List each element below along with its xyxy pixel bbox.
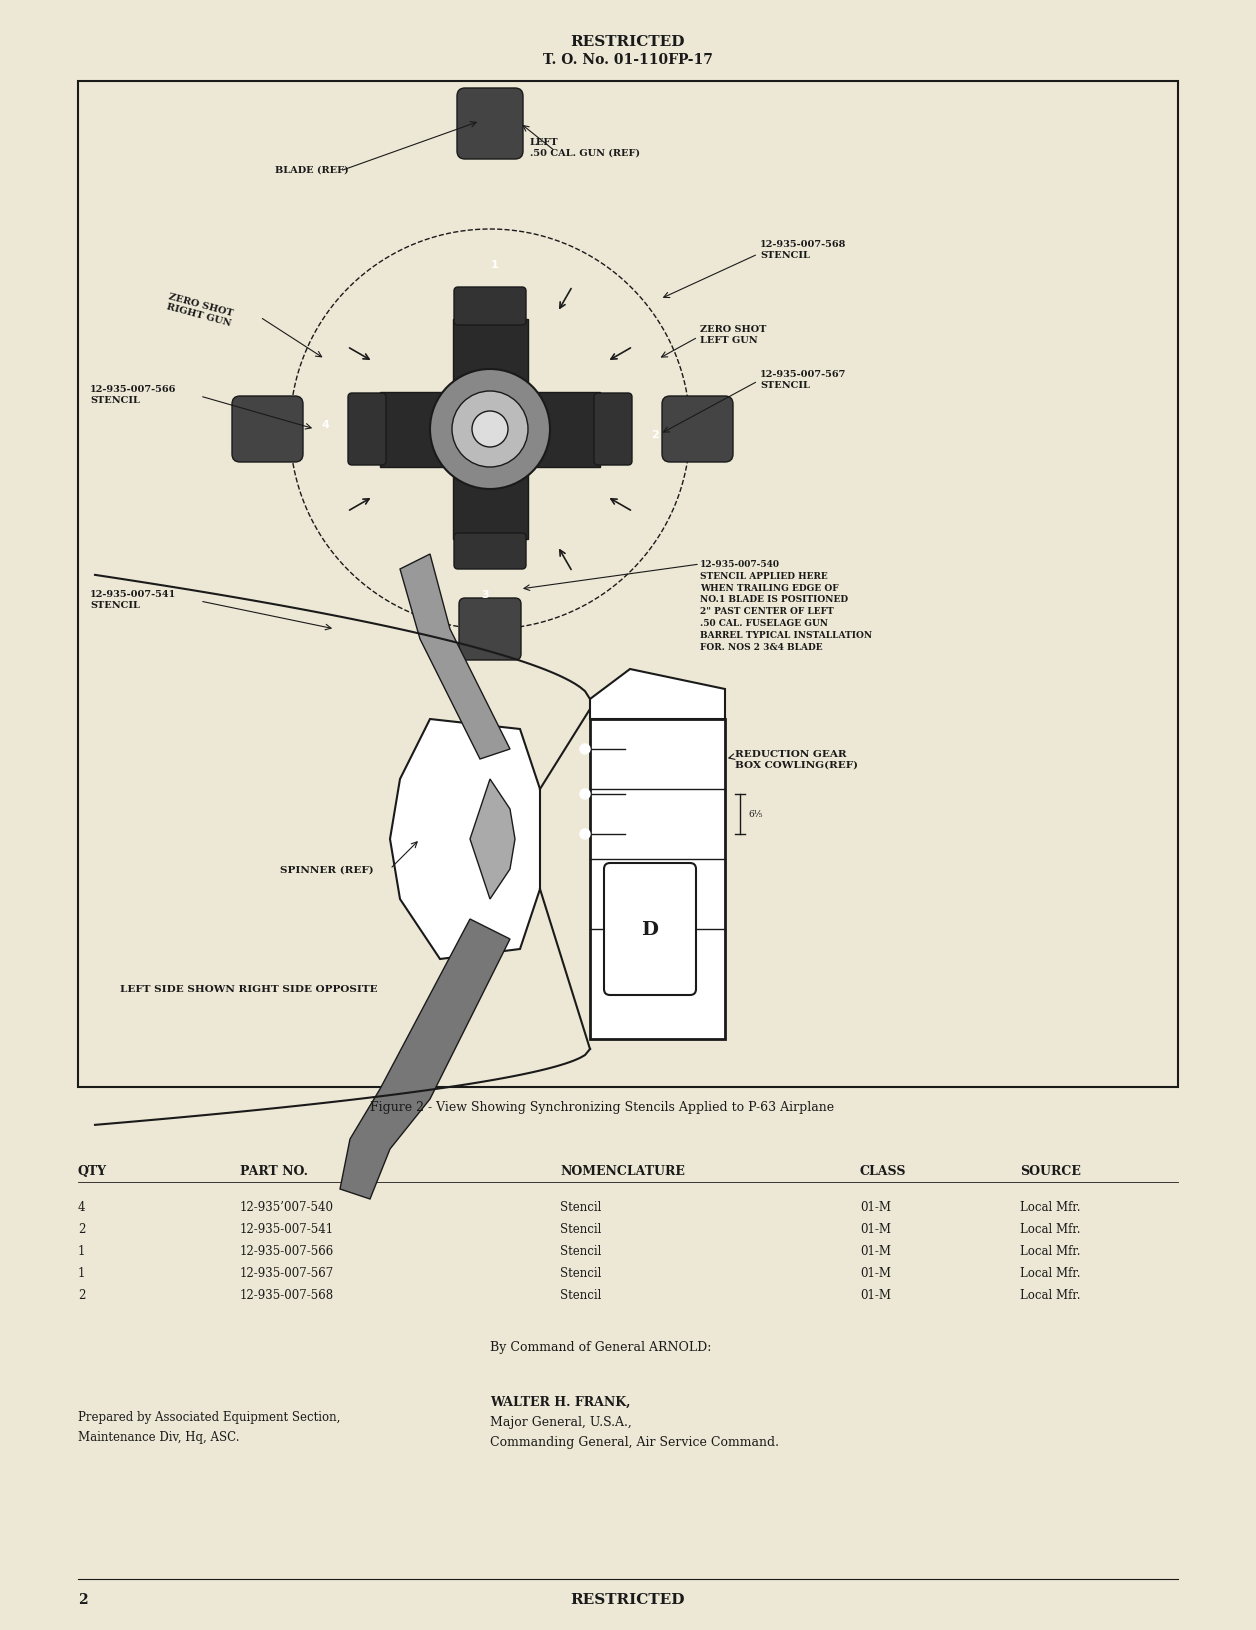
Bar bbox=[381, 393, 600, 468]
Text: Local Mfr.: Local Mfr. bbox=[1020, 1200, 1080, 1213]
Text: NOMENCLATURE: NOMENCLATURE bbox=[560, 1164, 685, 1177]
Text: T. O. No. 01-110FP-17: T. O. No. 01-110FP-17 bbox=[543, 52, 713, 67]
Text: CLASS: CLASS bbox=[860, 1164, 907, 1177]
Text: Local Mfr.: Local Mfr. bbox=[1020, 1244, 1080, 1257]
Text: By Command of General ARNOLD:: By Command of General ARNOLD: bbox=[490, 1340, 711, 1353]
Text: QTY: QTY bbox=[78, 1164, 107, 1177]
Text: 01-M: 01-M bbox=[860, 1244, 891, 1257]
Bar bbox=[78, 82, 1178, 1087]
Text: PART NO.: PART NO. bbox=[240, 1164, 308, 1177]
Text: Stencil: Stencil bbox=[560, 1288, 602, 1301]
Polygon shape bbox=[470, 779, 515, 900]
Circle shape bbox=[580, 830, 590, 839]
Text: 2: 2 bbox=[78, 1288, 85, 1301]
Text: Major General, U.S.A.,: Major General, U.S.A., bbox=[490, 1415, 632, 1428]
Text: 12-935-007-541
STENCIL: 12-935-007-541 STENCIL bbox=[90, 590, 176, 610]
Text: ZERO SHOT
LEFT GUN: ZERO SHOT LEFT GUN bbox=[700, 324, 766, 344]
FancyBboxPatch shape bbox=[232, 396, 303, 463]
Circle shape bbox=[580, 745, 590, 755]
Text: 1: 1 bbox=[78, 1244, 85, 1257]
Text: Stencil: Stencil bbox=[560, 1200, 602, 1213]
Circle shape bbox=[452, 391, 528, 468]
Bar bbox=[590, 719, 725, 1040]
Text: LEFT SIDE SHOWN RIGHT SIDE OPPOSITE: LEFT SIDE SHOWN RIGHT SIDE OPPOSITE bbox=[121, 985, 378, 994]
Text: 01-M: 01-M bbox=[860, 1267, 891, 1280]
Text: Local Mfr.: Local Mfr. bbox=[1020, 1288, 1080, 1301]
Circle shape bbox=[580, 789, 590, 799]
Text: ZERO SHOT
RIGHT GUN: ZERO SHOT RIGHT GUN bbox=[165, 292, 235, 328]
Circle shape bbox=[430, 370, 550, 489]
Text: Local Mfr.: Local Mfr. bbox=[1020, 1267, 1080, 1280]
Bar bbox=[453, 319, 528, 540]
Text: 2: 2 bbox=[78, 1593, 88, 1606]
FancyBboxPatch shape bbox=[453, 533, 526, 569]
Text: D: D bbox=[642, 921, 658, 939]
Polygon shape bbox=[590, 670, 725, 719]
Text: RESTRICTED: RESTRICTED bbox=[570, 34, 686, 49]
Text: 3: 3 bbox=[481, 590, 489, 600]
Text: RESTRICTED: RESTRICTED bbox=[570, 1593, 686, 1606]
FancyBboxPatch shape bbox=[604, 864, 696, 996]
Text: WALTER H. FRANK,: WALTER H. FRANK, bbox=[490, 1395, 631, 1408]
Text: 01-M: 01-M bbox=[860, 1288, 891, 1301]
Text: SOURCE: SOURCE bbox=[1020, 1164, 1081, 1177]
Text: 12-935-007-566
STENCIL: 12-935-007-566 STENCIL bbox=[90, 385, 176, 404]
FancyBboxPatch shape bbox=[453, 289, 526, 326]
Text: 12-935’007-540: 12-935’007-540 bbox=[240, 1200, 334, 1213]
Text: 12-935-007-540
STENCIL APPLIED HERE
WHEN TRAILING EDGE OF
NO.1 BLADE IS POSITION: 12-935-007-540 STENCIL APPLIED HERE WHEN… bbox=[700, 559, 872, 652]
Text: Commanding General, Air Service Command.: Commanding General, Air Service Command. bbox=[490, 1434, 779, 1447]
Text: 2: 2 bbox=[651, 430, 659, 440]
Polygon shape bbox=[340, 919, 510, 1200]
Text: Figure 2 - View Showing Synchronizing Stencils Applied to P-63 Airplane: Figure 2 - View Showing Synchronizing St… bbox=[371, 1100, 834, 1113]
Circle shape bbox=[472, 412, 507, 448]
Text: 1: 1 bbox=[78, 1267, 85, 1280]
Text: LEFT
.50 CAL. GUN (REF): LEFT .50 CAL. GUN (REF) bbox=[530, 139, 641, 158]
FancyBboxPatch shape bbox=[458, 598, 521, 660]
Text: 12-935-007-566: 12-935-007-566 bbox=[240, 1244, 334, 1257]
FancyBboxPatch shape bbox=[662, 396, 734, 463]
Text: 1: 1 bbox=[491, 259, 499, 271]
Text: Stencil: Stencil bbox=[560, 1244, 602, 1257]
Text: 01-M: 01-M bbox=[860, 1200, 891, 1213]
Text: 4: 4 bbox=[78, 1200, 85, 1213]
Text: Prepared by Associated Equipment Section,: Prepared by Associated Equipment Section… bbox=[78, 1410, 340, 1423]
Text: 6⅕: 6⅕ bbox=[749, 810, 762, 818]
FancyBboxPatch shape bbox=[348, 394, 386, 466]
Text: 12-935-007-567
STENCIL: 12-935-007-567 STENCIL bbox=[760, 370, 847, 390]
Text: 2: 2 bbox=[78, 1222, 85, 1236]
Polygon shape bbox=[399, 554, 510, 760]
Text: Maintenance Div, Hq, ASC.: Maintenance Div, Hq, ASC. bbox=[78, 1430, 240, 1443]
Text: 12-935-007-568
STENCIL: 12-935-007-568 STENCIL bbox=[760, 240, 847, 259]
Text: 4: 4 bbox=[322, 421, 329, 430]
Text: Stencil: Stencil bbox=[560, 1222, 602, 1236]
Text: 12-935-007-541: 12-935-007-541 bbox=[240, 1222, 334, 1236]
Text: Stencil: Stencil bbox=[560, 1267, 602, 1280]
Text: 01-M: 01-M bbox=[860, 1222, 891, 1236]
FancyBboxPatch shape bbox=[457, 90, 522, 160]
Text: Local Mfr.: Local Mfr. bbox=[1020, 1222, 1080, 1236]
Text: REDUCTION GEAR
BOX COWLING(REF): REDUCTION GEAR BOX COWLING(REF) bbox=[735, 750, 858, 769]
Text: 12-935-007-567: 12-935-007-567 bbox=[240, 1267, 334, 1280]
Text: 12-935-007-568: 12-935-007-568 bbox=[240, 1288, 334, 1301]
FancyBboxPatch shape bbox=[594, 394, 632, 466]
Text: SPINNER (REF): SPINNER (REF) bbox=[280, 866, 373, 874]
Polygon shape bbox=[391, 719, 540, 960]
Text: BLADE (REF): BLADE (REF) bbox=[275, 165, 349, 174]
